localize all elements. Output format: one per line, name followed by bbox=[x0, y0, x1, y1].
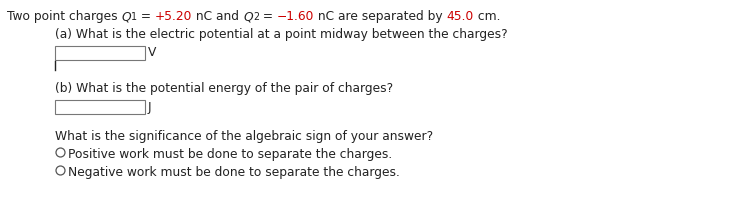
Text: −1.60: −1.60 bbox=[277, 10, 314, 23]
Text: 45.0: 45.0 bbox=[447, 10, 474, 23]
Text: Two point charges: Two point charges bbox=[7, 10, 122, 23]
Text: Q: Q bbox=[243, 10, 253, 23]
Text: Positive work must be done to separate the charges.: Positive work must be done to separate t… bbox=[68, 148, 392, 161]
Text: =: = bbox=[137, 10, 155, 23]
Text: nC and: nC and bbox=[192, 10, 243, 23]
Text: 1: 1 bbox=[131, 12, 137, 22]
Text: V: V bbox=[148, 46, 157, 59]
Text: What is the significance of the algebraic sign of your answer?: What is the significance of the algebrai… bbox=[55, 130, 433, 143]
Bar bbox=[55, 100, 145, 114]
Text: 2: 2 bbox=[253, 12, 259, 22]
Text: cm.: cm. bbox=[474, 10, 501, 23]
Bar bbox=[55, 46, 145, 60]
Text: Negative work must be done to separate the charges.: Negative work must be done to separate t… bbox=[68, 166, 400, 179]
Text: Q: Q bbox=[122, 10, 131, 23]
Text: nC are separated by: nC are separated by bbox=[314, 10, 447, 23]
Text: +5.20: +5.20 bbox=[155, 10, 192, 23]
Text: =: = bbox=[259, 10, 277, 23]
Text: (a) What is the electric potential at a point midway between the charges?: (a) What is the electric potential at a … bbox=[55, 28, 507, 41]
Text: (b) What is the potential energy of the pair of charges?: (b) What is the potential energy of the … bbox=[55, 82, 393, 95]
Text: J: J bbox=[148, 100, 151, 113]
